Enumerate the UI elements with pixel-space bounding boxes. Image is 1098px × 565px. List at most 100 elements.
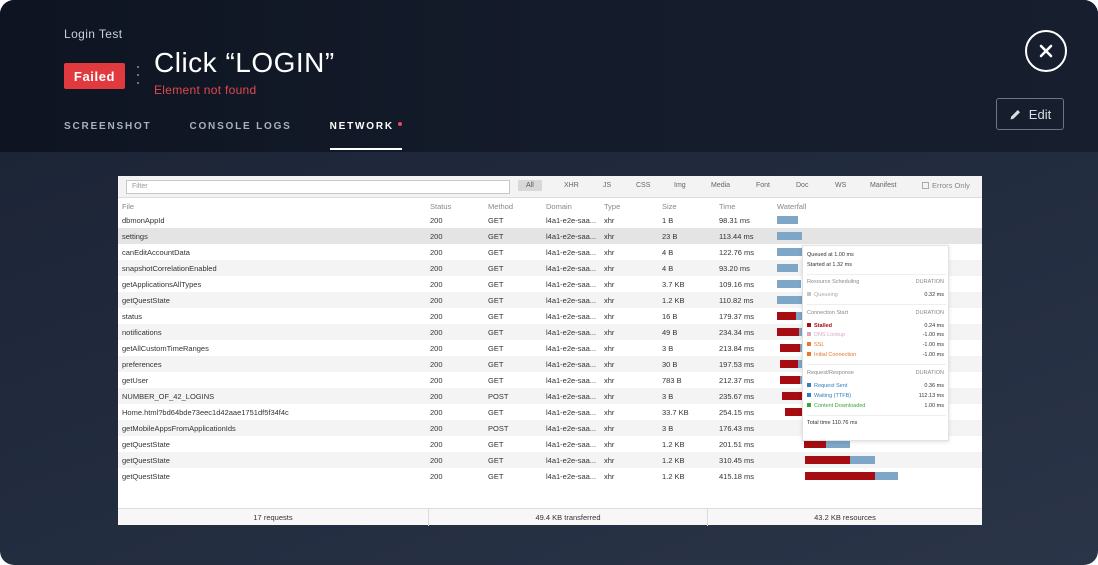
cell-type: xhr <box>604 312 615 321</box>
cell-domain: l4a1-e2e-saa... <box>546 440 597 449</box>
tooltip-item-stalled: Stalled <box>807 322 832 329</box>
col-method[interactable]: Method <box>488 202 514 211</box>
cell-file: getQuestState <box>122 440 170 449</box>
filter-font[interactable]: Font <box>756 182 771 189</box>
tooltip-value: 112.13 ms <box>918 393 944 399</box>
table-row[interactable]: getQuestState 200 GET l4a1-e2e-saa... xhr 1.2… <box>118 468 982 484</box>
edit-button[interactable]: Edit <box>996 98 1064 130</box>
cell-status: 200 <box>430 232 443 241</box>
cell-status: 200 <box>430 328 443 337</box>
more-options-icon[interactable] <box>136 66 140 84</box>
cell-method: GET <box>488 296 504 305</box>
close-icon <box>1039 44 1053 58</box>
cell-method: POST <box>488 392 509 401</box>
cell-status: 200 <box>430 280 443 289</box>
cell-size: 3 B <box>662 344 674 353</box>
tooltip-value: -1.00 ms <box>922 332 944 338</box>
cell-size: 783 B <box>662 376 682 385</box>
filter-ws[interactable]: WS <box>835 182 847 189</box>
tooltip-item-ssl: SSL <box>807 341 824 348</box>
cell-time: 201.51 ms <box>719 440 755 449</box>
tooltip-started: Started at 1.32 ms <box>807 262 852 268</box>
tab-network[interactable]: NETWORK <box>329 121 403 150</box>
table-row[interactable]: canEditAccountData 200 GET l4a1-e2e-saa... x… <box>118 244 982 260</box>
table-row[interactable]: preferences 200 GET l4a1-e2e-saa... xhr 30 B 1… <box>118 356 982 372</box>
tab-console-logs[interactable]: CONSOLE LOGS <box>189 121 291 150</box>
cell-domain: l4a1-e2e-saa... <box>546 296 597 305</box>
cell-domain: l4a1-e2e-saa... <box>546 280 597 289</box>
waterfall-bar <box>782 392 804 400</box>
cell-size: 1.2 KB <box>662 296 685 305</box>
cell-method: GET <box>488 232 504 241</box>
col-domain[interactable]: Domain <box>546 202 572 211</box>
col-file[interactable]: File <box>122 202 135 211</box>
cell-file: status <box>122 312 143 321</box>
cell-domain: l4a1-e2e-saa... <box>546 248 597 257</box>
tooltip-value: 1.00 ms <box>924 403 944 409</box>
table-row[interactable]: getQuestState 200 GET l4a1-e2e-saa... xhr 1.2… <box>118 452 982 468</box>
col-status[interactable]: Status <box>430 202 452 211</box>
tab-label: SCREENSHOT <box>64 121 152 132</box>
tab-screenshot[interactable]: SCREENSHOT <box>64 121 151 150</box>
filter-manifest[interactable]: Manifest <box>870 182 897 189</box>
cell-time: 179.37 ms <box>719 312 755 321</box>
table-row[interactable]: snapshotCorrelationEnabled 200 GET l4a1-e2e… <box>118 260 982 276</box>
network-summary-bar: 17 requests 49.4 KB transferred 43.2 KB … <box>118 508 982 526</box>
cell-method: POST <box>488 424 509 433</box>
cell-size: 4 B <box>662 248 674 257</box>
col-size[interactable]: Size <box>662 202 677 211</box>
cell-method: GET <box>488 264 504 273</box>
filter-all[interactable]: All <box>518 180 542 191</box>
table-row[interactable]: settings 200 GET l4a1-e2e-saa... xhr 23 B 113.… <box>118 228 982 244</box>
filter-css[interactable]: CSS <box>636 182 651 189</box>
table-row[interactable]: getApplicationsAllTypes 200 GET l4a1-e2e-sa… <box>118 276 982 292</box>
tooltip-item-queueing: Queueing <box>807 291 838 298</box>
cell-status: 200 <box>430 408 443 417</box>
filter-input[interactable]: Filter <box>126 180 510 194</box>
cell-status: 200 <box>430 360 443 369</box>
cell-size: 23 B <box>662 232 678 241</box>
cell-type: xhr <box>604 232 615 241</box>
filter-xhr[interactable]: XHR <box>564 182 579 189</box>
cell-status: 200 <box>430 424 443 433</box>
cell-type: xhr <box>604 408 615 417</box>
filter-media[interactable]: Media <box>711 182 731 189</box>
status-badge: Failed <box>64 63 125 89</box>
cell-size: 1.2 KB <box>662 456 685 465</box>
legend-swatch-icon <box>807 382 811 387</box>
cell-file: getApplicationsAllTypes <box>122 280 202 289</box>
cell-type: xhr <box>604 280 615 289</box>
table-row[interactable]: dbmonAppId 200 GET l4a1-e2e-saa... xhr 1 B 98.… <box>118 212 982 228</box>
col-type[interactable]: Type <box>604 202 621 211</box>
filter-doc[interactable]: Doc <box>796 182 809 189</box>
cell-domain: l4a1-e2e-saa... <box>546 216 597 225</box>
waterfall-bar <box>805 456 850 464</box>
cell-file: snapshotCorrelationEnabled <box>122 264 217 273</box>
tooltip-section-title: Request/Response <box>807 370 854 376</box>
cell-type: xhr <box>604 296 615 305</box>
col-waterfall[interactable]: Waterfall <box>777 202 807 211</box>
cell-status: 200 <box>430 216 443 225</box>
cell-time: 235.67 ms <box>719 392 755 401</box>
tooltip-value: 0.32 ms <box>924 292 944 298</box>
filter-img[interactable]: Img <box>674 182 686 189</box>
table-row[interactable]: getQuestState 200 GET l4a1-e2e-saa... xhr 1.2… <box>118 292 982 308</box>
table-row[interactable]: getMobileAppsFromApplicationIds 200 POST l4… <box>118 420 982 436</box>
pencil-icon <box>1010 109 1020 119</box>
tooltip-value: 0.36 ms <box>924 383 944 389</box>
tooltip-item-request-sent: Request Sent <box>807 382 847 389</box>
cell-domain: l4a1-e2e-saa... <box>546 344 597 353</box>
waterfall-bar <box>780 376 800 384</box>
cell-time: 254.15 ms <box>719 408 755 417</box>
cell-type: xhr <box>604 456 615 465</box>
filter-js[interactable]: JS <box>603 182 612 189</box>
cell-method: GET <box>488 408 504 417</box>
cell-method: GET <box>488 328 504 337</box>
legend-swatch-icon <box>807 331 811 336</box>
errors-only-checkbox[interactable]: Errors Only <box>922 181 970 190</box>
tooltip-item-dns: DNS Lookup <box>807 331 845 338</box>
table-row[interactable]: getQuestState 200 GET l4a1-e2e-saa... xhr 1.2… <box>118 436 982 452</box>
cell-size: 3 B <box>662 392 674 401</box>
col-time[interactable]: Time <box>719 202 736 211</box>
close-button[interactable] <box>1025 30 1067 72</box>
